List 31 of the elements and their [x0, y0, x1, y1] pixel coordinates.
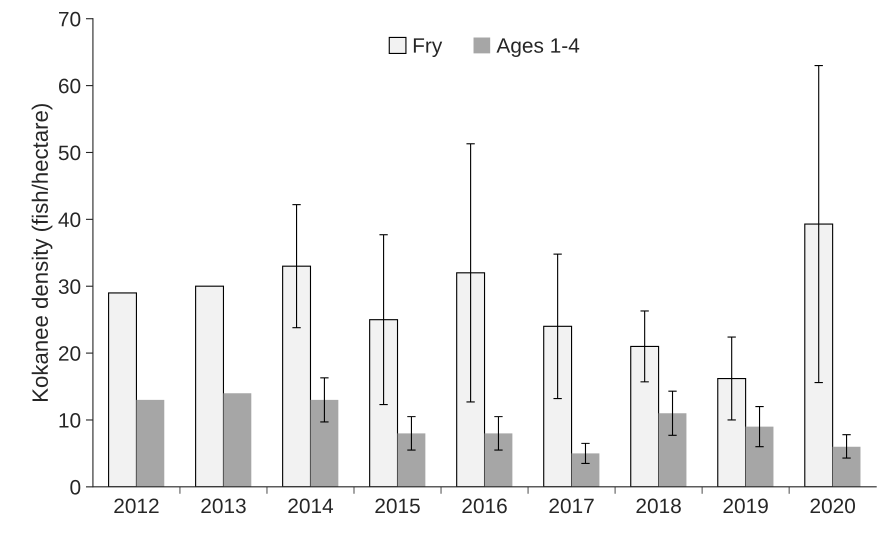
- bar: [746, 426, 774, 487]
- x-tick-label: 2017: [549, 498, 594, 514]
- legend-label: Ages 1-4: [496, 38, 580, 58]
- x-tick-label: 2016: [462, 498, 507, 514]
- y-tick-label: 0: [70, 480, 80, 495]
- y-tick-label: 30: [58, 279, 80, 294]
- y-tick-label: 50: [58, 145, 80, 160]
- x-tick-label: 2018: [636, 498, 681, 514]
- x-tick-label: 2012: [114, 498, 159, 514]
- bar: [398, 433, 426, 487]
- x-tick-label: 2019: [723, 498, 768, 514]
- y-tick-label: 70: [59, 12, 80, 26]
- bar: [572, 453, 600, 487]
- y-tick-label: 10: [60, 412, 80, 428]
- bar: [484, 433, 512, 487]
- y-axis-title: Kokanee density (fish/hectare): [32, 104, 52, 402]
- x-tick-label: 2014: [288, 498, 334, 514]
- bar: [195, 286, 224, 487]
- bar: [136, 400, 164, 487]
- x-tick-label: 2020: [810, 498, 855, 514]
- bar: [658, 413, 686, 487]
- x-tick-label: 2013: [201, 498, 246, 514]
- legend-label: Fry: [414, 38, 442, 58]
- bar: [310, 400, 338, 487]
- y-tick-label: 40: [58, 212, 80, 228]
- x-tick-label: 2015: [375, 498, 420, 514]
- bar: [832, 446, 860, 487]
- y-tick-label: 20: [58, 346, 80, 361]
- y-tick-label: 60: [59, 78, 80, 94]
- bar: [223, 393, 252, 487]
- bar: [108, 292, 137, 487]
